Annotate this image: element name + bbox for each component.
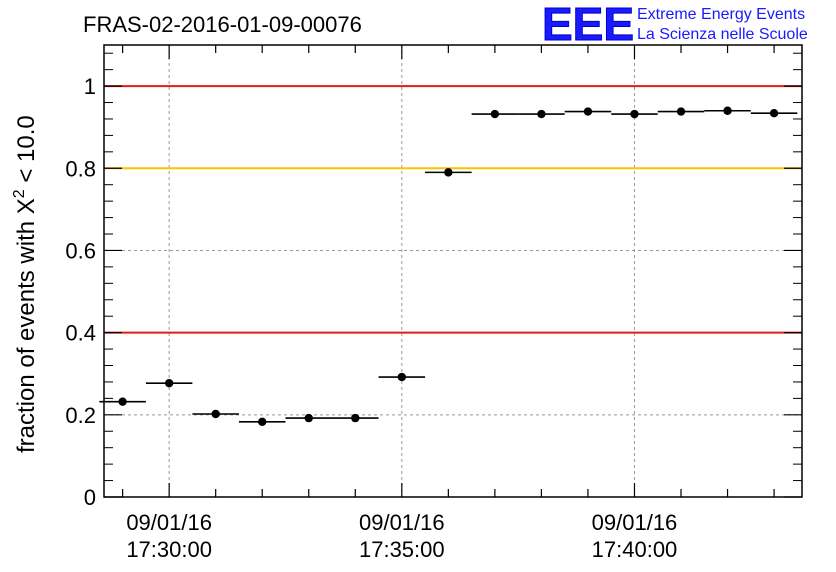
y-axis-label-suffix: < 10.0 xyxy=(13,115,40,189)
data-point-5 xyxy=(351,413,360,423)
data-point-11 xyxy=(630,109,639,119)
x-tick-label-time-2: 17:40:00 xyxy=(592,537,678,562)
y-tick-label-4: 0.8 xyxy=(65,156,96,181)
data-point-0 xyxy=(118,397,127,406)
eee-logo: EEE Extreme Energy Events La Scienza nel… xyxy=(542,0,808,51)
y-tick-label-3: 0.6 xyxy=(65,238,96,263)
data-point-8 xyxy=(490,109,500,119)
data-point-2 xyxy=(211,409,220,419)
logo-line-2: La Scienza nelle Scuole xyxy=(637,26,808,43)
data-point-4 xyxy=(304,413,313,423)
y-tick-label-1: 0.2 xyxy=(65,403,96,428)
data-point-1 xyxy=(164,378,174,388)
y-axis-label-superscript: 2 xyxy=(11,189,28,198)
data-point-10 xyxy=(583,107,593,116)
data-point-12 xyxy=(676,107,686,116)
x-tick-label-date-0: 09/01/16 xyxy=(126,510,212,535)
chart-title: FRAS-02-2016-01-09-00076 xyxy=(83,12,362,37)
y-tick-label-2: 0.4 xyxy=(65,321,96,346)
logo-line-1: Extreme Energy Events xyxy=(637,6,805,23)
x-tick-label-date-2: 09/01/16 xyxy=(592,510,678,535)
grid xyxy=(104,45,802,497)
data-points xyxy=(99,106,798,427)
plot-frame xyxy=(103,44,803,498)
y-axis-label: fraction of events with Χ2 < 10.0 xyxy=(11,115,40,453)
x-tick-labels: 09/01/1617:30:0009/01/1617:35:0009/01/16… xyxy=(126,510,677,562)
reference-lines xyxy=(104,85,802,334)
y-axis-label-main: fraction of events with Χ xyxy=(13,198,40,453)
x-tick-label-time-0: 17:30:00 xyxy=(126,537,212,562)
logo-letters: EEE xyxy=(542,0,634,50)
x-tick-label-time-1: 17:35:00 xyxy=(359,537,445,562)
data-point-6 xyxy=(397,372,407,382)
data-point-7 xyxy=(444,168,453,177)
data-point-13 xyxy=(723,106,732,115)
data-point-14 xyxy=(769,109,779,118)
axis-ticks xyxy=(104,45,802,498)
data-point-3 xyxy=(258,417,267,427)
data-point-9 xyxy=(537,109,546,119)
y-tick-labels: 0 0.2 0.4 0.6 0.8 1 xyxy=(65,74,96,510)
x-tick-label-date-1: 09/01/16 xyxy=(359,510,445,535)
y-tick-label-5: 1 xyxy=(84,74,96,99)
y-tick-label-0: 0 xyxy=(84,485,96,510)
